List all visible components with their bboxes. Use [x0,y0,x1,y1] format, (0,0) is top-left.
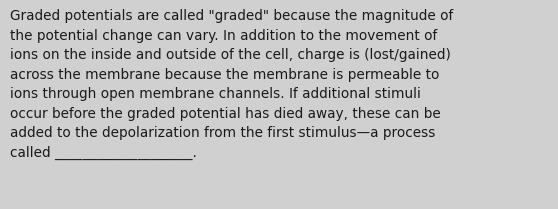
Text: Graded potentials are called "graded" because the magnitude of
the potential cha: Graded potentials are called "graded" be… [10,9,453,160]
